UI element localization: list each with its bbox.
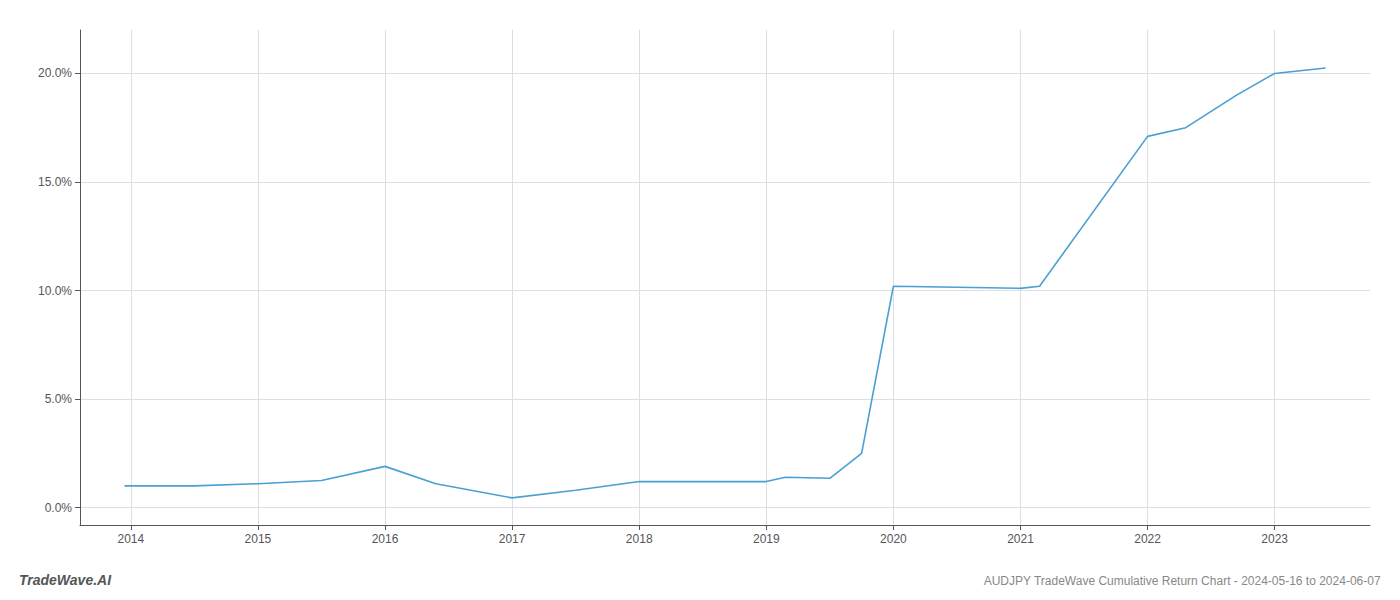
- svg-text:2018: 2018: [626, 532, 653, 546]
- svg-text:2021: 2021: [1007, 532, 1034, 546]
- svg-text:2016: 2016: [372, 532, 399, 546]
- svg-text:2014: 2014: [117, 532, 144, 546]
- svg-text:10.0%: 10.0%: [38, 284, 72, 298]
- svg-text:TradeWave.AI: TradeWave.AI: [19, 572, 112, 588]
- svg-text:2022: 2022: [1134, 532, 1161, 546]
- svg-text:5.0%: 5.0%: [45, 392, 73, 406]
- svg-text:2023: 2023: [1261, 532, 1288, 546]
- svg-text:2019: 2019: [753, 532, 780, 546]
- svg-text:15.0%: 15.0%: [38, 175, 72, 189]
- svg-text:2015: 2015: [245, 532, 272, 546]
- svg-text:0.0%: 0.0%: [45, 501, 73, 515]
- svg-text:2020: 2020: [880, 532, 907, 546]
- svg-text:20.0%: 20.0%: [38, 66, 72, 80]
- svg-text:AUDJPY TradeWave Cumulative Re: AUDJPY TradeWave Cumulative Return Chart…: [984, 574, 1381, 588]
- svg-text:2017: 2017: [499, 532, 526, 546]
